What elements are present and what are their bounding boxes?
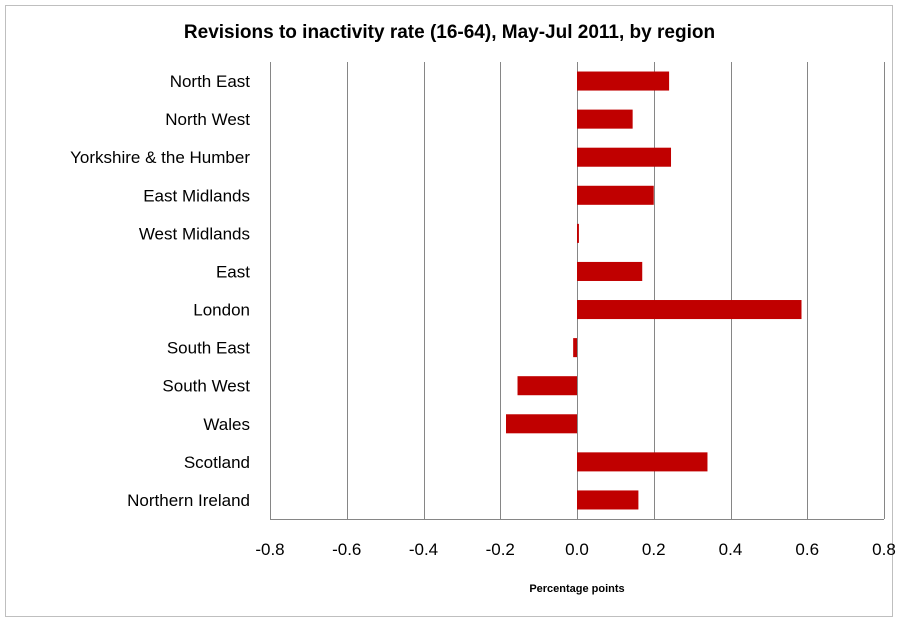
bar bbox=[577, 71, 670, 91]
category-label: North East bbox=[170, 72, 251, 91]
bar bbox=[577, 452, 708, 472]
category-label: East bbox=[216, 262, 250, 281]
x-tick-label: -0.8 bbox=[255, 540, 284, 559]
bar bbox=[506, 414, 577, 434]
bar bbox=[577, 147, 672, 167]
bar bbox=[517, 376, 577, 396]
x-tick-label: 0.2 bbox=[642, 540, 666, 559]
x-tick-label: 0.6 bbox=[795, 540, 819, 559]
category-label: North West bbox=[165, 110, 250, 129]
category-label: South West bbox=[162, 377, 250, 396]
bar bbox=[577, 261, 643, 281]
x-tick-label: -0.2 bbox=[486, 540, 515, 559]
x-tick-label: -0.6 bbox=[332, 540, 361, 559]
category-label: Scotland bbox=[184, 453, 250, 472]
x-axis-title: Percentage points bbox=[529, 583, 624, 595]
bar bbox=[573, 338, 577, 358]
category-label: Northern Ireland bbox=[127, 491, 250, 510]
bar bbox=[577, 109, 633, 129]
category-label: Yorkshire & the Humber bbox=[70, 148, 250, 167]
chart-title: Revisions to inactivity rate (16-64), Ma… bbox=[183, 22, 716, 43]
x-tick-label: 0.4 bbox=[719, 540, 743, 559]
bar bbox=[577, 490, 639, 510]
bar bbox=[577, 223, 579, 243]
bar bbox=[577, 185, 654, 205]
bar bbox=[577, 300, 802, 320]
category-label: London bbox=[193, 301, 250, 320]
x-tick-label: 0.8 bbox=[872, 540, 896, 559]
x-tick-label: 0.0 bbox=[565, 540, 589, 559]
category-label: South East bbox=[167, 339, 250, 358]
category-label: Wales bbox=[203, 415, 250, 434]
x-tick-label: -0.4 bbox=[409, 540, 438, 559]
category-label: West Midlands bbox=[139, 224, 250, 243]
category-label: East Midlands bbox=[143, 186, 250, 205]
